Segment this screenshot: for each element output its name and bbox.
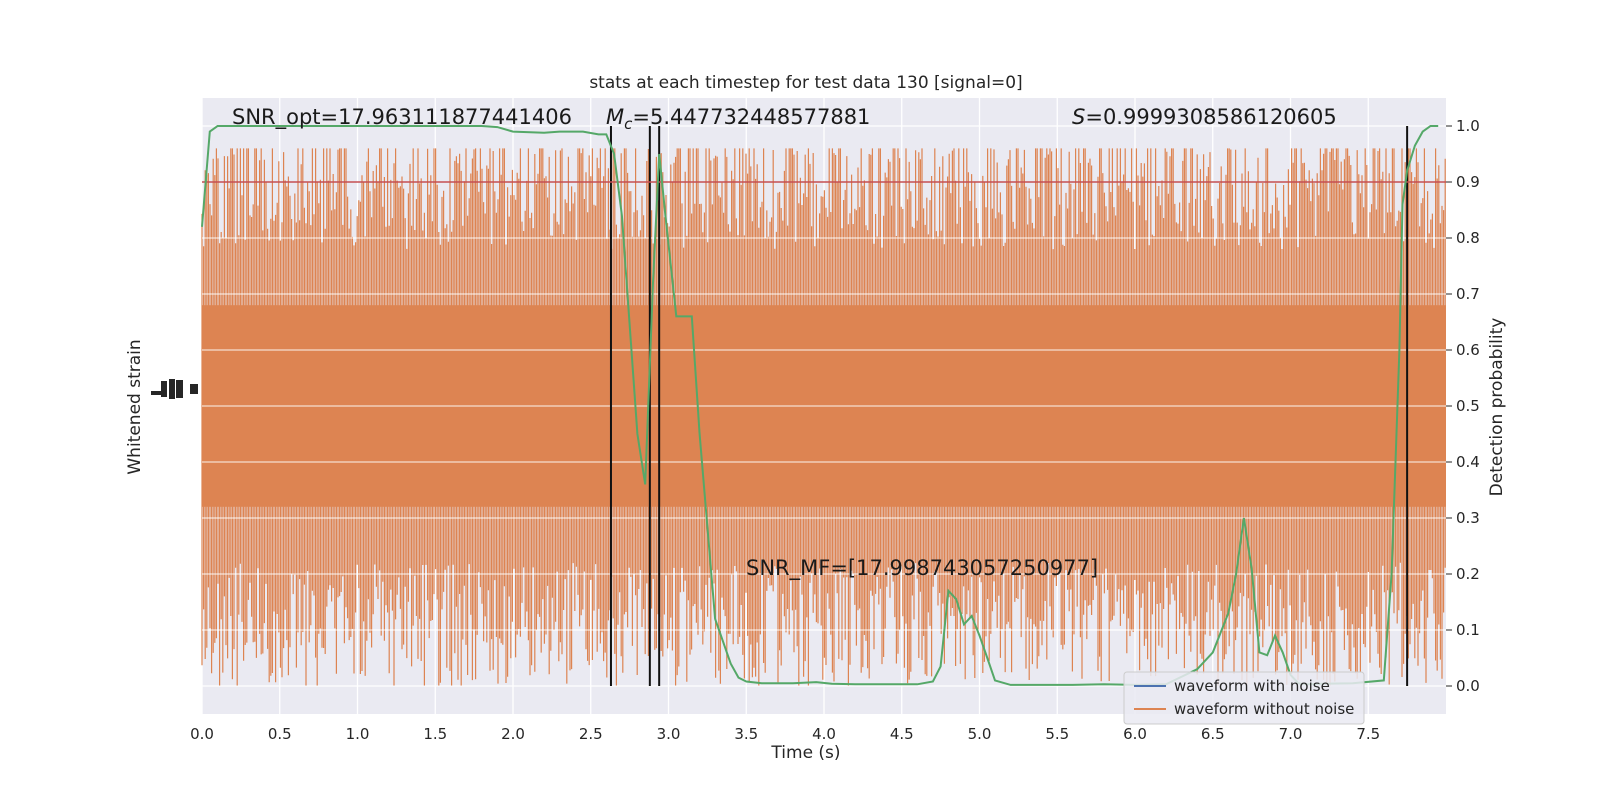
y-axis-right-label: Detection probability bbox=[1487, 318, 1507, 497]
chart-title: stats at each timestep for test data 130… bbox=[589, 73, 1022, 93]
x-tick-label: 2.5 bbox=[579, 725, 603, 743]
y-tick-label: 0.3 bbox=[1456, 509, 1480, 527]
y-tick-label: 1.0 bbox=[1456, 117, 1480, 135]
noise-band-series bbox=[201, 125, 1446, 687]
x-tick-label: 7.5 bbox=[1356, 725, 1380, 743]
x-tick-label: 1.0 bbox=[346, 725, 370, 743]
x-tick-label: 6.5 bbox=[1201, 725, 1225, 743]
x-tick-label: 4.0 bbox=[812, 725, 836, 743]
x-tick-labels: 0.0 0.5 1.0 1.5 2.0 2.5 3.0 3.5 4.0 4.5 5.0 5.5 6.0 6… bbox=[190, 725, 1380, 743]
legend-label-with-noise: waveform with noise bbox=[1174, 677, 1330, 695]
y-tick-label: 0.8 bbox=[1456, 229, 1480, 247]
snr-mf-annotation: SNR_MF=[17.99874305725097​7] bbox=[746, 556, 1098, 581]
vertical-markers bbox=[609, 126, 1409, 686]
y-tick-label: 0.6 bbox=[1456, 341, 1480, 359]
snr-opt-annotation: SNR_opt=17.963111877441406 bbox=[232, 105, 572, 130]
x-tick-label: 3.5 bbox=[734, 725, 758, 743]
x-tick-label: 7.0 bbox=[1279, 725, 1303, 743]
x-tick-label: 6.0 bbox=[1123, 725, 1147, 743]
chirp-mass-annotation: Mc=5.447732448577881 bbox=[606, 105, 870, 133]
y-tick-label: 0.0 bbox=[1456, 677, 1480, 695]
legend: waveform with noise waveform without noi… bbox=[1123, 671, 1365, 725]
detection-probability-line bbox=[201, 125, 1439, 686]
y-tick-label: 0.4 bbox=[1456, 453, 1480, 471]
x-tick-label: 5.0 bbox=[968, 725, 992, 743]
x-axis-label: Time (s) bbox=[770, 743, 840, 763]
y-tick-label: 0.2 bbox=[1456, 565, 1480, 583]
y-tick-label: 0.7 bbox=[1456, 285, 1480, 303]
x-tick-label: 0.5 bbox=[268, 725, 292, 743]
y-axis-left-label: Whitened strain bbox=[125, 339, 145, 474]
y-tick-label: 0.5 bbox=[1456, 397, 1480, 415]
y-tick-label: 0.9 bbox=[1456, 173, 1480, 191]
score-annotation: S=0.9999308586120605 bbox=[1072, 105, 1337, 129]
legend-label-without-noise: waveform without noise bbox=[1174, 700, 1354, 718]
x-tick-label: 1.5 bbox=[423, 725, 447, 743]
x-tick-label: 4.5 bbox=[890, 725, 914, 743]
left-axis-clutter bbox=[151, 379, 198, 399]
x-tick-label: 5.5 bbox=[1045, 725, 1069, 743]
x-tick-label: 3.0 bbox=[657, 725, 681, 743]
y-tick-label: 0.1 bbox=[1456, 621, 1480, 639]
x-tick-label: 2.0 bbox=[501, 725, 525, 743]
x-tick-label: 0.0 bbox=[190, 725, 214, 743]
y-right-tick-labels: 0.0 0.1 0.2 0.3 0.4 0.5 0.6 0.7 0.8 0.9 1.0 bbox=[1446, 117, 1480, 695]
